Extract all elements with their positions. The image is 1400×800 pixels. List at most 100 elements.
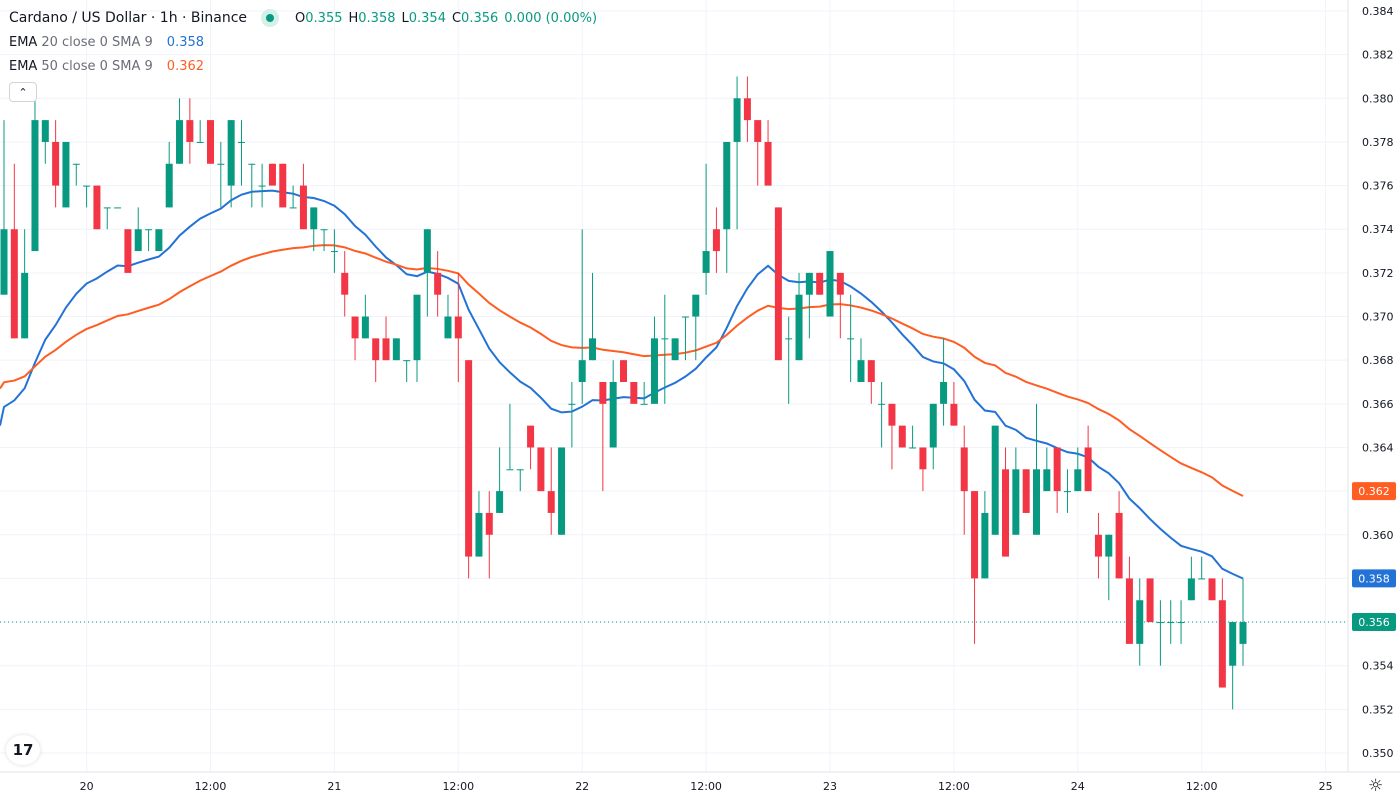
candle-body <box>1146 578 1154 623</box>
candle-body <box>176 120 184 164</box>
candle-body <box>413 294 421 361</box>
candle-body <box>196 141 204 143</box>
candle <box>702 163 710 295</box>
candle <box>620 360 627 382</box>
candle-body <box>1053 447 1061 492</box>
candle-body <box>888 403 896 426</box>
candle-body <box>950 403 958 426</box>
candle <box>774 207 782 361</box>
candle <box>826 251 834 317</box>
candle <box>609 360 617 448</box>
candle-body <box>1084 447 1092 492</box>
candle-body <box>31 120 39 252</box>
candle <box>62 141 70 208</box>
candle <box>867 360 875 404</box>
candle <box>413 294 421 382</box>
candle <box>898 425 906 448</box>
candle-body <box>310 207 318 230</box>
candle <box>971 491 979 644</box>
indicator-ema20[interactable]: EMA 20 close 0 SMA 9 0.358 <box>9 30 597 54</box>
candle-body <box>805 272 813 295</box>
candle-body <box>454 316 462 339</box>
candle <box>1115 491 1123 579</box>
candle-body <box>671 338 679 361</box>
candle-body <box>764 141 772 186</box>
price-axis-label: 0.370 <box>1362 311 1394 324</box>
candle <box>558 447 566 535</box>
candle <box>186 98 194 164</box>
time-axis-label: 23 <box>823 780 837 793</box>
candle <box>248 163 256 208</box>
candle <box>258 163 266 208</box>
price-axis[interactable]: 0.384 0.382 0.380 0.378 0.376 0.374 0.372 0.370… <box>1362 5 1394 760</box>
candle <box>1053 447 1061 513</box>
candle <box>237 120 245 186</box>
candle <box>485 491 493 579</box>
candle-body <box>444 316 452 339</box>
candle <box>929 403 937 470</box>
tradingview-logo[interactable]: 17 <box>6 735 40 765</box>
low-value: 0.354 <box>408 10 446 26</box>
candle <box>847 294 855 382</box>
candle <box>41 120 49 164</box>
time-axis[interactable]: 20 12:00 21 12:00 22 12:00 23 12:00 24 12:00 25 <box>80 780 1333 793</box>
candle <box>723 141 731 273</box>
candle <box>330 229 338 273</box>
symbol-title[interactable]: Cardano / US Dollar · 1h · Binance <box>9 10 248 26</box>
ema20-price-tag-label: 0.358 <box>1358 572 1390 585</box>
candle-body <box>403 360 411 362</box>
price-axis-label: 0.380 <box>1362 92 1394 105</box>
indicator-name: EMA <box>9 58 38 74</box>
candle <box>372 338 380 382</box>
candle <box>444 294 452 339</box>
candle <box>754 120 762 186</box>
current-price-tag: 0.356 <box>1352 613 1396 632</box>
candle-body <box>1074 469 1082 492</box>
candle <box>1156 600 1164 666</box>
ema50-price-tag-label: 0.362 <box>1358 485 1390 498</box>
candle <box>888 403 896 470</box>
candle-body <box>93 185 101 230</box>
candle <box>351 316 359 361</box>
candle-body <box>465 360 473 557</box>
candle-body <box>1198 578 1206 580</box>
collapse-legend-button[interactable]: ⌃ <box>9 82 37 102</box>
candle <box>207 120 214 164</box>
candle-body <box>1033 469 1040 535</box>
candle <box>816 272 824 295</box>
candle <box>1022 469 1030 513</box>
indicator-ema50[interactable]: EMA 50 close 0 SMA 9 0.362 <box>9 54 597 78</box>
candle <box>289 185 297 209</box>
candles <box>0 76 1247 710</box>
candle <box>134 207 142 252</box>
candle-body <box>640 403 648 405</box>
close-value: 0.356 <box>461 10 499 26</box>
candle-body <box>382 338 390 361</box>
candle-body <box>258 185 266 187</box>
current-price-tag-bg <box>1352 613 1396 632</box>
candle-body <box>351 316 359 339</box>
candle <box>537 447 545 492</box>
indicator-args: 50 close 0 SMA 9 <box>41 58 153 74</box>
price-axis-label: 0.368 <box>1362 354 1394 367</box>
candle <box>382 316 390 361</box>
change-value: 0.000 (0.00%) <box>504 10 598 26</box>
candle-body <box>124 229 132 273</box>
time-axis-label: 21 <box>327 780 341 793</box>
high-value: 0.358 <box>358 10 396 26</box>
candle-body <box>372 338 380 361</box>
candle <box>31 98 39 252</box>
close-label: C <box>451 10 462 26</box>
candle-body <box>867 360 875 382</box>
candle <box>72 163 80 186</box>
candle <box>93 185 101 230</box>
candle-body <box>1177 622 1185 624</box>
candle-body <box>227 120 235 186</box>
candle-body <box>991 425 999 535</box>
time-axis-label: 12:00 <box>690 780 722 793</box>
candle <box>1218 578 1226 688</box>
settings-gear-icon[interactable]: ☼ <box>1368 776 1384 796</box>
price-axis-label: 0.372 <box>1362 267 1394 280</box>
candle <box>155 229 163 252</box>
